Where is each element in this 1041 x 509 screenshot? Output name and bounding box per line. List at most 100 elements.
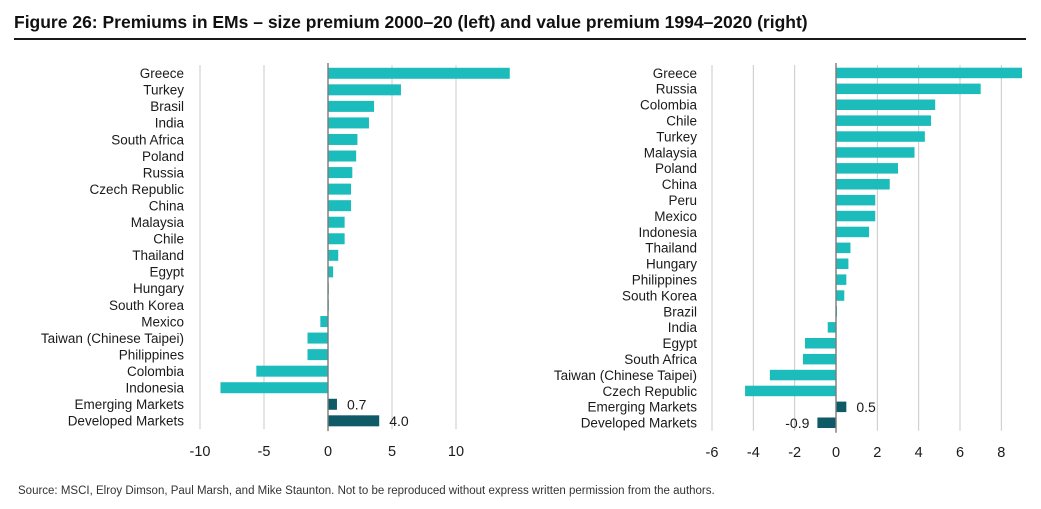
x-tick-label-0-0: -10 bbox=[190, 444, 211, 460]
x-tick-label-1-0: -6 bbox=[706, 445, 719, 461]
figure-title: Figure 26: Premiums in EMs – size premiu… bbox=[14, 12, 808, 32]
x-tick-label-1-4: 2 bbox=[873, 445, 881, 461]
category-label-0-17: Philippines bbox=[119, 347, 185, 362]
bar-1-16 bbox=[827, 322, 836, 333]
bar-0-8 bbox=[328, 200, 352, 212]
category-label-1-10: Indonesia bbox=[638, 225, 697, 240]
x-tick-label-1-5: 4 bbox=[915, 445, 923, 461]
bar-0-21 bbox=[328, 415, 380, 427]
x-tick-label-1-1: -4 bbox=[747, 445, 760, 461]
bar-0-12 bbox=[328, 266, 334, 278]
category-label-0-19: Indonesia bbox=[125, 381, 184, 396]
category-label-1-22: Developed Markets bbox=[581, 416, 698, 431]
bar-0-4 bbox=[328, 133, 358, 145]
category-label-1-5: Malaysia bbox=[644, 145, 698, 160]
category-label-1-15: Brazil bbox=[663, 304, 697, 319]
bar-1-21 bbox=[836, 401, 847, 413]
bar-1-10 bbox=[836, 226, 870, 238]
data-label-1-21: 0.5 bbox=[856, 399, 876, 415]
data-label-0-20: 0.7 bbox=[347, 396, 367, 412]
bar-0-18 bbox=[256, 365, 328, 377]
category-label-0-0: Greece bbox=[140, 66, 184, 81]
category-label-0-1: Turkey bbox=[143, 83, 184, 98]
bar-1-11 bbox=[836, 242, 851, 254]
x-tick-label-0-1: -5 bbox=[258, 444, 271, 460]
bar-1-14 bbox=[836, 290, 845, 301]
title-rule bbox=[14, 38, 1026, 40]
data-label-0-21: 4.0 bbox=[389, 413, 409, 429]
category-label-0-11: Thailand bbox=[132, 248, 184, 263]
bar-0-19 bbox=[220, 382, 328, 394]
bar-0-15 bbox=[320, 316, 328, 328]
bar-1-9 bbox=[836, 210, 876, 222]
category-label-1-9: Mexico bbox=[654, 209, 697, 224]
x-tick-label-0-4: 10 bbox=[448, 444, 464, 460]
category-label-0-5: Poland bbox=[142, 149, 184, 164]
category-label-1-11: Thailand bbox=[645, 241, 697, 256]
category-label-0-16: Taiwan (Chinese Taipei) bbox=[41, 331, 184, 346]
category-label-0-9: Malaysia bbox=[131, 215, 185, 230]
bar-0-1 bbox=[328, 84, 401, 96]
bar-1-0 bbox=[836, 67, 1022, 79]
category-label-1-20: Czech Republic bbox=[602, 384, 697, 399]
category-label-0-4: South Africa bbox=[111, 132, 184, 147]
bar-0-2 bbox=[328, 100, 375, 112]
x-tick-label-1-3: 0 bbox=[832, 445, 840, 461]
category-label-0-6: Russia bbox=[143, 165, 185, 180]
bar-0-11 bbox=[328, 249, 339, 261]
category-label-0-14: South Korea bbox=[109, 298, 185, 313]
bar-1-8 bbox=[836, 194, 876, 206]
category-label-1-19: Taiwan (Chinese Taipei) bbox=[554, 368, 697, 383]
bar-1-4 bbox=[836, 131, 925, 142]
bar-0-3 bbox=[328, 117, 369, 129]
bar-0-16 bbox=[307, 332, 328, 344]
category-label-0-21: Developed Markets bbox=[68, 414, 185, 429]
category-label-0-8: China bbox=[149, 198, 185, 213]
category-label-1-7: China bbox=[662, 177, 698, 192]
category-label-0-2: Brasil bbox=[150, 99, 184, 114]
bar-0-20 bbox=[328, 398, 337, 410]
bar-1-17 bbox=[805, 338, 836, 349]
category-label-0-10: Chile bbox=[153, 232, 184, 247]
category-label-1-4: Turkey bbox=[656, 129, 697, 144]
category-label-1-0: Greece bbox=[653, 66, 697, 81]
category-label-1-13: Philippines bbox=[632, 272, 698, 287]
bar-1-2 bbox=[836, 99, 936, 110]
category-label-1-12: Hungary bbox=[646, 257, 697, 272]
source-note: Source: MSCI, Elroy Dimson, Paul Marsh, … bbox=[18, 485, 715, 497]
x-tick-label-1-6: 6 bbox=[956, 445, 964, 461]
bar-1-6 bbox=[836, 163, 898, 174]
category-label-1-21: Emerging Markets bbox=[587, 400, 697, 415]
bar-0-7 bbox=[328, 183, 352, 195]
bar-1-1 bbox=[836, 83, 981, 95]
category-label-1-6: Poland bbox=[655, 161, 697, 176]
category-label-0-13: Hungary bbox=[133, 281, 184, 296]
category-label-1-3: Chile bbox=[666, 113, 697, 128]
category-label-1-14: South Korea bbox=[622, 288, 698, 303]
data-label-1-22: -0.9 bbox=[785, 415, 809, 431]
bar-0-6 bbox=[328, 167, 353, 179]
x-tick-label-1-7: 8 bbox=[997, 445, 1005, 461]
bar-1-20 bbox=[745, 385, 836, 397]
x-tick-label-0-3: 5 bbox=[388, 444, 396, 460]
bar-1-5 bbox=[836, 147, 915, 158]
category-label-0-20: Emerging Markets bbox=[74, 397, 184, 412]
category-label-1-8: Peru bbox=[668, 193, 697, 208]
bar-0-5 bbox=[328, 150, 357, 162]
category-label-1-16: India bbox=[668, 320, 698, 335]
bar-0-10 bbox=[328, 233, 345, 245]
bar-0-0 bbox=[328, 67, 510, 79]
category-label-1-2: Colombia bbox=[640, 98, 698, 113]
x-tick-label-1-2: -2 bbox=[788, 445, 801, 461]
bar-1-12 bbox=[836, 258, 849, 269]
category-label-1-18: South Africa bbox=[624, 352, 697, 367]
bar-1-22 bbox=[817, 417, 836, 428]
x-tick-label-0-2: 0 bbox=[324, 444, 332, 460]
category-label-0-3: India bbox=[155, 116, 185, 131]
bar-0-17 bbox=[307, 349, 328, 361]
category-label-0-18: Colombia bbox=[127, 364, 185, 379]
category-label-0-15: Mexico bbox=[141, 314, 184, 329]
category-label-1-17: Egypt bbox=[662, 336, 697, 351]
category-label-0-12: Egypt bbox=[149, 265, 184, 280]
